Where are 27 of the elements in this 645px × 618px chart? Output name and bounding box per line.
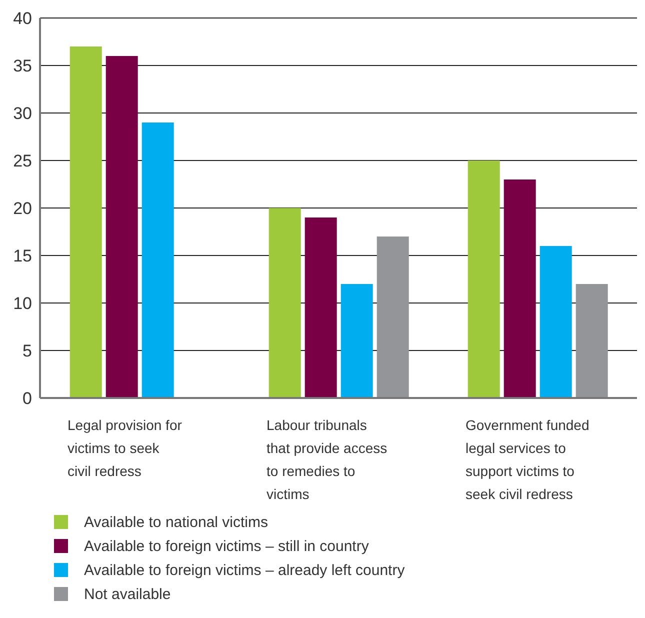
legend-label: Available to foreign victims – still in country <box>84 538 369 554</box>
y-tick-label: 10 <box>13 294 32 314</box>
y-tick-label: 0 <box>22 389 32 408</box>
y-tick-label: 35 <box>13 56 32 76</box>
bar <box>304 218 337 398</box>
y-tick-label: 5 <box>22 342 32 361</box>
bar <box>468 160 500 398</box>
bar <box>70 46 102 398</box>
legend-label: Not available <box>84 586 171 602</box>
x-tick-label: Labour tribunals that provide access to remedies to victims <box>266 417 388 502</box>
y-tick-label: 30 <box>13 104 32 124</box>
x-tick-label: Government funded legal services to support victims to seek civil redress <box>466 417 590 502</box>
legend-label: Available to foreign victims – already left country <box>84 562 405 578</box>
y-tick-label: 20 <box>13 199 32 218</box>
legend-label: Available to national victims <box>84 514 268 530</box>
bar <box>576 284 608 398</box>
bar <box>106 56 138 398</box>
y-tick-label: 15 <box>13 246 32 266</box>
x-tick-label: Legal provision for victims to seek civil redress <box>68 417 182 479</box>
y-tick-label: 40 <box>13 9 32 28</box>
bar <box>340 284 373 398</box>
bar <box>504 180 536 398</box>
bar <box>540 246 572 398</box>
y-tick-label: 25 <box>13 152 32 171</box>
bar <box>142 122 174 398</box>
bar <box>268 208 301 398</box>
bar <box>376 236 409 398</box>
